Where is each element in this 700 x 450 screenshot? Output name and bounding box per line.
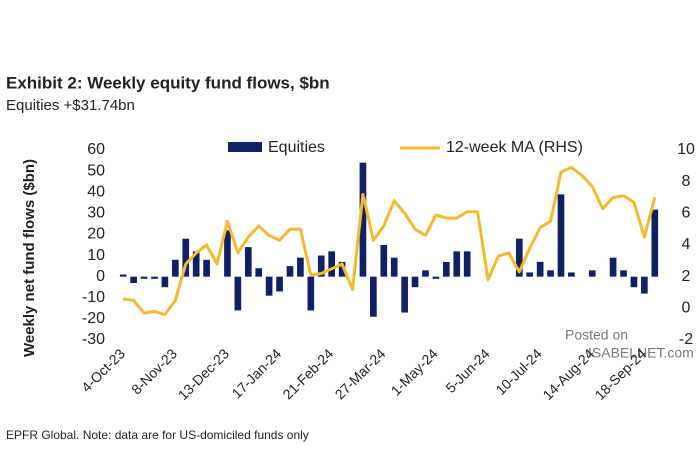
bar [380, 245, 388, 277]
x-tick-label: 10-Jul-24 [492, 345, 545, 398]
bar [630, 276, 638, 288]
bar [432, 276, 440, 279]
x-tick-label: 17-Jan-24 [228, 345, 284, 401]
bar [641, 276, 648, 294]
bar [547, 270, 554, 277]
bar [182, 238, 190, 277]
y2-tick-label: 0 [682, 300, 691, 317]
bar [130, 276, 137, 283]
bar [370, 276, 377, 317]
bar [161, 276, 169, 288]
bar [359, 162, 367, 277]
watermark: ISABELNET.com [588, 345, 694, 361]
x-tick-label: 1-May-24 [388, 345, 441, 398]
bar [297, 257, 304, 277]
source-note: EPFR Global. Note: data are for US-domic… [6, 428, 309, 442]
chart-subtitle: Equities +$31.74bn [6, 97, 135, 114]
watermark: Posted on [565, 327, 628, 343]
y2-tick-label: 8 [682, 173, 691, 190]
y2-tick-label: 10 [677, 141, 695, 158]
x-tick-label: 21-Feb-24 [279, 345, 336, 402]
bar [151, 276, 158, 279]
ma-line [122, 165, 657, 317]
y-tick-label: -10 [82, 289, 105, 306]
y-tick-label: -30 [82, 331, 105, 348]
bar [276, 276, 283, 292]
bar [328, 251, 336, 277]
bar [307, 276, 315, 311]
bar [411, 276, 419, 288]
x-tick-label: 5-Jun-24 [442, 345, 493, 396]
bar [234, 276, 242, 311]
y-tick-label: 30 [87, 205, 105, 222]
y-tick-label: 10 [87, 247, 105, 264]
bar [651, 209, 659, 277]
chart-title: Exhibit 2: Weekly equity fund flows, $bn [6, 73, 330, 92]
bar [609, 257, 617, 277]
bar [453, 251, 461, 277]
bar [463, 251, 471, 277]
y-axis-label: Weekly net fund flows ($bn) [21, 159, 38, 357]
y-tick-label: 50 [87, 162, 105, 179]
y-tick-label: 60 [87, 141, 105, 158]
bar [568, 272, 575, 277]
bar [203, 259, 210, 277]
y-tick-label: 20 [87, 226, 105, 243]
x-tick-label: 13-Dec-23 [175, 345, 233, 403]
bar [526, 272, 534, 277]
bar [317, 255, 325, 277]
bar [192, 251, 200, 277]
y2-tick-label: 4 [682, 236, 691, 253]
bar [119, 274, 127, 277]
bar [401, 276, 408, 313]
x-tick-label: 14-Aug-24 [539, 345, 597, 403]
y-tick-label: -20 [82, 310, 105, 327]
y2-tick-label: -2 [679, 331, 693, 348]
bar [390, 257, 398, 277]
bar [265, 276, 273, 296]
bar [422, 270, 429, 277]
bar [557, 194, 565, 277]
y2-tick-label: 2 [682, 268, 691, 285]
bar [171, 259, 179, 277]
bar [536, 261, 544, 277]
x-tick-label: 4-Oct-23 [78, 345, 128, 395]
legend-label: Equities [268, 139, 325, 156]
bar [338, 261, 346, 277]
y2-tick-label: 6 [682, 205, 691, 222]
bar [515, 238, 523, 277]
x-tick-label: 27-Mar-24 [332, 345, 389, 402]
bar [588, 270, 596, 277]
bar [620, 270, 627, 277]
legend-label: 12-week MA (RHS) [446, 139, 583, 156]
y-tick-label: 40 [87, 183, 105, 200]
bar [224, 230, 231, 277]
y-tick-label: 0 [96, 268, 105, 285]
bar [244, 247, 252, 277]
bar [255, 268, 263, 277]
legend-swatch [228, 142, 262, 152]
x-tick-label: 8-Nov-23 [128, 345, 180, 397]
bar [140, 276, 148, 279]
bar [286, 266, 294, 277]
bar [442, 261, 450, 277]
